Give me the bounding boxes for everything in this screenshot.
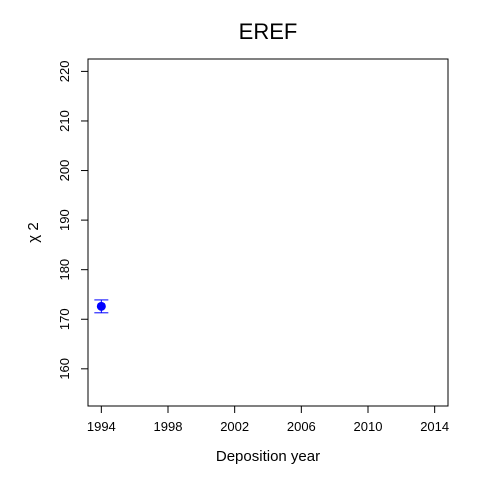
- x-tick-label: 2014: [420, 419, 449, 434]
- y-tick-label: 170: [57, 308, 72, 330]
- y-axis: 160 170 180 190 200 210 220: [57, 61, 89, 380]
- x-tick-label: 1994: [87, 419, 116, 434]
- y-tick-label: 190: [57, 209, 72, 231]
- y-tick-label: 210: [57, 110, 72, 132]
- x-axis-label: Deposition year: [216, 448, 320, 465]
- chart-title: EREF: [239, 19, 298, 44]
- x-tick-label: 2002: [220, 419, 249, 434]
- y-tick-label: 200: [57, 160, 72, 182]
- data-points: [94, 299, 109, 314]
- y-tick-label: 180: [57, 259, 72, 281]
- x-tick-label: 1998: [154, 419, 183, 434]
- x-tick-label: 2006: [287, 419, 316, 434]
- x-axis: 1994 1998 2002 2006 2010 2014: [87, 405, 449, 434]
- y-tick-label: 220: [57, 61, 72, 83]
- data-point: [96, 301, 106, 311]
- y-axis-label: χ 2: [25, 222, 42, 242]
- x-tick-label: 2010: [354, 419, 383, 434]
- y-tick-label: 160: [57, 358, 72, 380]
